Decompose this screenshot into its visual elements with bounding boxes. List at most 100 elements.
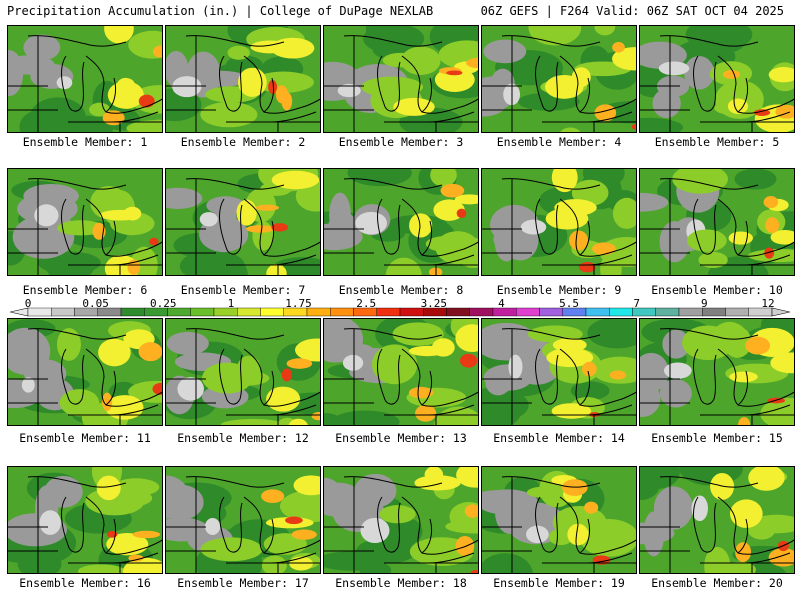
ensemble-member-map (165, 466, 321, 574)
yellow-precip-area (104, 26, 134, 44)
yellow-precip-area (408, 345, 446, 357)
geographic-outline (401, 55, 433, 113)
light-gray-precip-area (526, 525, 549, 544)
geographic-outline (377, 55, 401, 112)
map-title: Precipitation Accumulation (in.) | Colle… (7, 4, 434, 18)
light-green-precip-area (686, 229, 727, 252)
geographic-outline (243, 348, 275, 406)
gray-precip-area (659, 221, 690, 263)
gray-precip-area (483, 39, 527, 64)
gray-precip-area (44, 475, 83, 508)
colorbar-tick-label: 5.5 (559, 297, 580, 310)
geographic-outline (61, 348, 85, 405)
ensemble-member-map (323, 466, 479, 574)
red-precip-area (149, 237, 159, 246)
yellow-precip-area (456, 467, 478, 488)
light-green-precip-area (382, 52, 420, 68)
yellow-precip-area (727, 98, 749, 114)
light-green-precip-area (445, 519, 478, 534)
orange-precip-area (735, 542, 752, 562)
dark-green-precip-area (640, 117, 684, 132)
ensemble-member-label: Ensemble Member: 19 (493, 576, 625, 590)
geographic-outline (105, 539, 162, 555)
geographic-outline (166, 36, 320, 132)
light-green-precip-area (594, 26, 616, 36)
dark-green-precip-area (30, 97, 86, 132)
light-gray-precip-area (199, 212, 218, 227)
orange-precip-area (592, 242, 616, 256)
geographic-outline (61, 198, 85, 255)
ensemble-member-map (323, 168, 479, 276)
ensemble-member-label: Ensemble Member: 6 (22, 283, 148, 297)
geographic-outline (535, 496, 559, 553)
light-green-precip-area (77, 564, 126, 573)
ensemble-member-label: Ensemble Member: 4 (496, 135, 622, 149)
light-gray-precip-area (177, 377, 204, 401)
geographic-outline (263, 98, 320, 114)
geographic-outline (579, 98, 636, 114)
orange-precip-area (584, 501, 599, 514)
yellow-precip-area (424, 467, 444, 483)
light-green-precip-area (400, 46, 441, 75)
geographic-outline (640, 329, 794, 425)
yellow-precip-area (409, 213, 433, 238)
orange-precip-area (582, 361, 597, 377)
light-green-precip-area (548, 528, 573, 546)
colorbar-tick-label: 0 (24, 297, 32, 310)
ensemble-member-label: Ensemble Member: 14 (493, 431, 625, 445)
yellow-precip-area (393, 97, 435, 116)
colorbar-swatch (27, 307, 52, 317)
light-gray-precip-area (520, 219, 547, 235)
geographic-outline (343, 328, 443, 340)
gray-precip-area (482, 92, 506, 117)
light-green-precip-area (760, 397, 794, 425)
gray-precip-area (196, 70, 248, 87)
red-precip-area (470, 569, 478, 573)
light-green-precip-area (263, 533, 307, 555)
dark-green-precip-area (570, 381, 610, 400)
orange-precip-area (138, 342, 162, 362)
geographic-outline (343, 476, 443, 488)
yellow-precip-area (455, 324, 478, 352)
geographic-outline (535, 55, 559, 112)
geographic-outline (85, 348, 117, 406)
orange-precip-area (246, 225, 275, 233)
red-precip-area (631, 123, 636, 130)
light-green-precip-area (528, 26, 582, 46)
geographic-outline (659, 178, 759, 190)
precipitation-colorbar (10, 307, 790, 317)
orange-precip-area (286, 358, 313, 369)
geographic-outline (377, 198, 401, 255)
yellow-precip-area (770, 229, 794, 245)
colorbar-tick-label: 7 (633, 297, 641, 310)
geographic-outline (717, 198, 749, 256)
geographic-outline (559, 348, 591, 406)
yellow-precip-area (96, 475, 121, 501)
dark-green-precip-area (587, 319, 636, 349)
geographic-outline (8, 477, 162, 573)
geographic-outline (501, 328, 601, 340)
light-green-precip-area (600, 253, 622, 275)
geographic-outline (377, 496, 401, 553)
orange-precip-area (128, 554, 144, 562)
gray-precip-area (213, 202, 237, 237)
light-gray-precip-area (658, 61, 690, 76)
red-precip-area (460, 353, 478, 368)
light-green-precip-area (202, 362, 253, 394)
geographic-outline (243, 198, 275, 256)
geographic-outline (166, 477, 320, 573)
gray-precip-area (662, 329, 690, 359)
geographic-outline (401, 198, 433, 256)
ensemble-member-map (639, 168, 795, 276)
gray-precip-area (166, 517, 209, 542)
geographic-outline (482, 329, 636, 425)
geographic-outline (421, 241, 478, 257)
geographic-outline (263, 241, 320, 257)
yellow-precip-area (123, 206, 142, 221)
orange-precip-area (765, 217, 780, 234)
geographic-outline (61, 55, 85, 112)
geographic-outline (559, 55, 591, 113)
red-precip-area (446, 70, 463, 76)
colorbar-swatch (585, 307, 610, 317)
orange-precip-area (594, 104, 617, 122)
